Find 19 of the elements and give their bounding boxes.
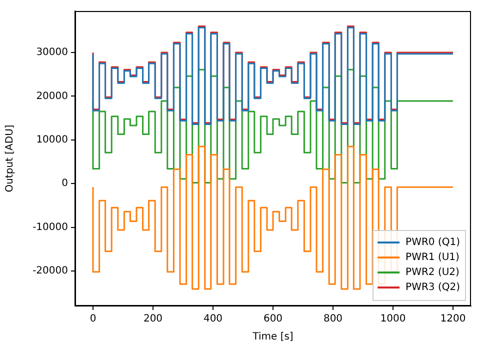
x-tick-label: 1200 — [440, 314, 466, 325]
y-tick-label: 20000 — [36, 90, 68, 102]
y-tick-label: 0 — [62, 178, 68, 190]
x-tick-label: 800 — [323, 314, 343, 325]
y-tick-label: 10000 — [36, 134, 68, 146]
x-tick-label: 200 — [143, 314, 163, 325]
y-axis-title: Output [ADU] — [4, 124, 16, 192]
x-tick-label: 1000 — [380, 314, 406, 325]
y-tick-label: 30000 — [36, 47, 68, 58]
legend-label: PWR2 (U2) — [406, 267, 460, 278]
x-tick-label: 600 — [263, 314, 283, 325]
legend-label: PWR3 (Q2) — [406, 282, 460, 294]
x-tick-label: 0 — [90, 314, 96, 325]
y-tick-label: -20000 — [32, 266, 68, 277]
x-tick-label: 400 — [203, 314, 223, 325]
legend-label: PWR0 (Q1) — [406, 237, 460, 248]
y-tick-label: -10000 — [32, 222, 68, 233]
legend-label: PWR1 (U1) — [406, 252, 460, 264]
x-axis-title: Time [s] — [252, 332, 294, 343]
